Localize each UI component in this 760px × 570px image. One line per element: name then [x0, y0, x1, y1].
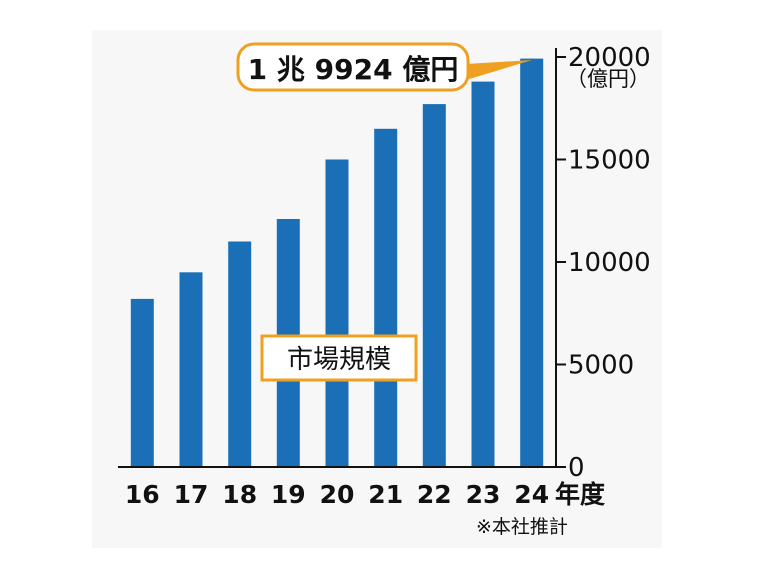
bar-17	[179, 272, 203, 468]
y-tick-label-5000: 5000	[568, 351, 634, 381]
y-tick-label-0: 0	[568, 453, 585, 483]
y-axis-unit: （億円）	[566, 67, 650, 91]
x-axis-suffix: 年度	[555, 480, 605, 509]
series-label: 市場規模	[287, 345, 391, 375]
x-axis-ticks: 16 17 18 19 20 21 22 23 24	[125, 480, 549, 509]
x-tick-label-22: 22	[417, 480, 452, 509]
x-tick-label-21: 21	[368, 480, 403, 509]
bar-23	[471, 81, 495, 467]
callout-box	[236, 42, 470, 92]
x-tick-label-18: 18	[222, 480, 257, 509]
bars-group	[130, 58, 544, 468]
y-axis-ticks: 0 5000 10000 15000 20000	[556, 43, 651, 483]
bar-18	[228, 241, 252, 467]
x-tick-label-24: 24	[514, 480, 549, 509]
y-tick-label-20000: 20000	[568, 43, 651, 73]
x-tick-label-19: 19	[271, 480, 306, 509]
bar-16	[130, 298, 154, 467]
bar-22	[422, 104, 446, 467]
x-tick-label-20: 20	[320, 480, 355, 509]
y-tick-label-15000: 15000	[568, 146, 651, 176]
bar-21	[374, 128, 398, 468]
x-tick-label-23: 23	[466, 480, 501, 509]
y-tick-label-10000: 10000	[568, 248, 651, 278]
x-tick-label-17: 17	[174, 480, 209, 509]
bar-24	[520, 58, 544, 467]
callout-pointer	[466, 60, 532, 80]
callout-label: 1 兆 9924 億円	[248, 53, 459, 86]
bar-20	[325, 159, 349, 467]
source-note: ※本社推計	[476, 516, 568, 538]
series-label-box	[260, 334, 418, 382]
x-tick-label-16: 16	[125, 480, 160, 509]
